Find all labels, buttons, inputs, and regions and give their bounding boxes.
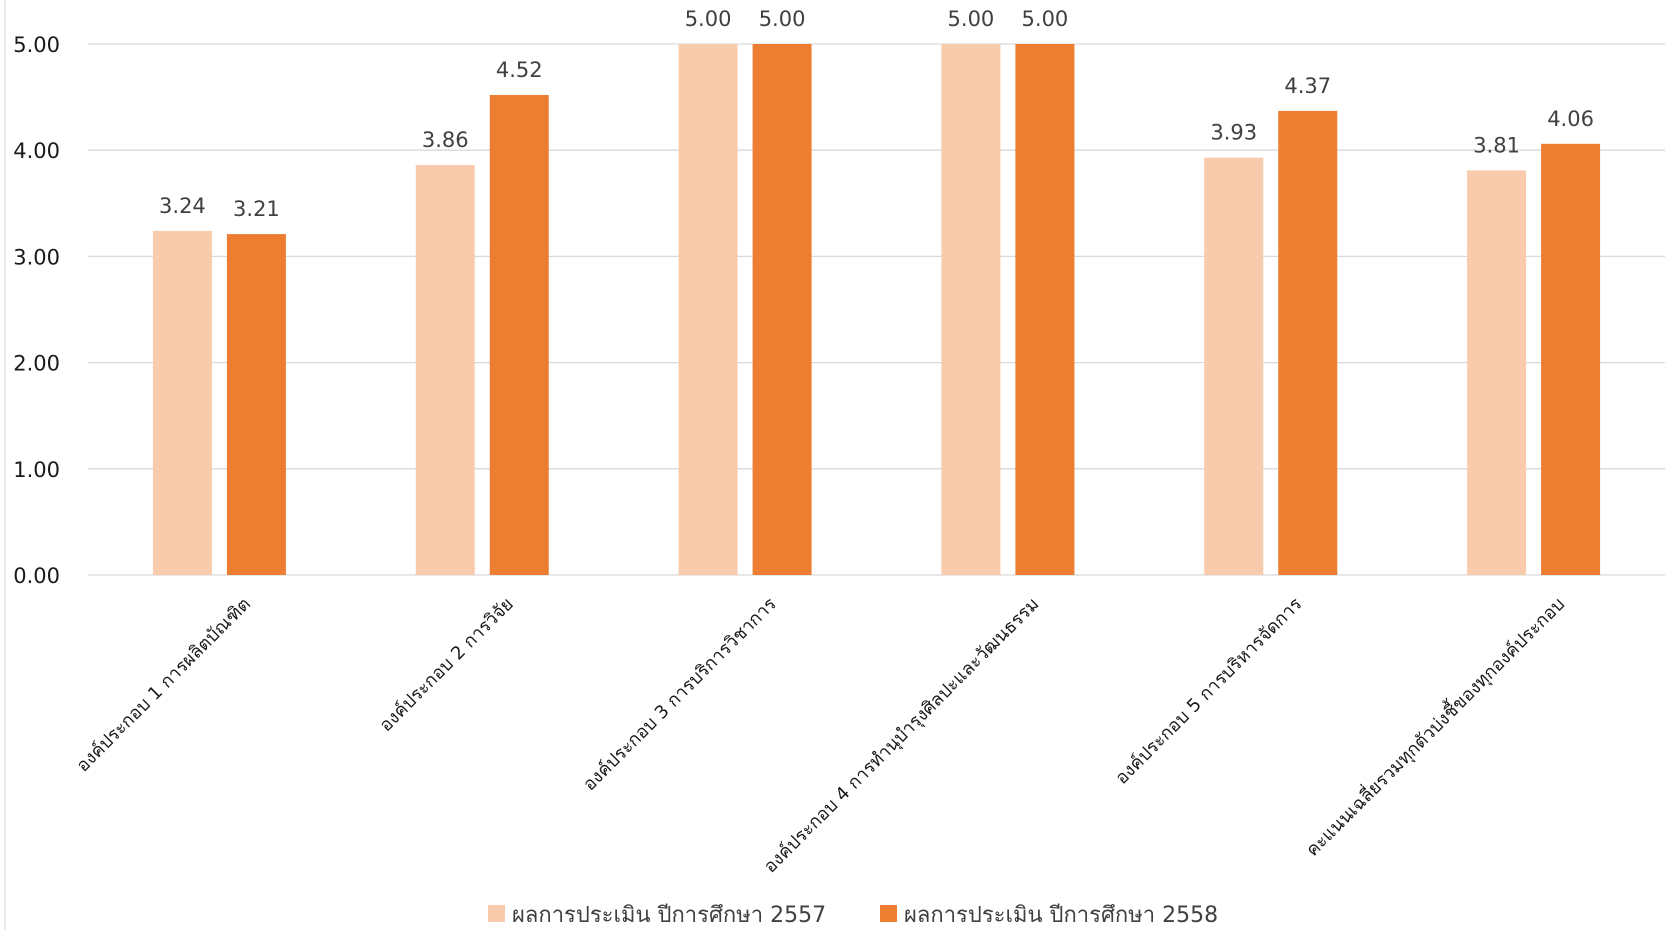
legend: ผลการประเมิน ปีการศึกษา 2557 ผลการประเมิน… (488, 903, 1218, 928)
bar-series-2 (489, 94, 549, 575)
data-label: 5.00 (1022, 7, 1069, 31)
data-label: 3.24 (159, 194, 206, 218)
y-axis-tick-labels: 0.00 1.00 2.00 3.00 4.00 5.00 (13, 33, 60, 588)
category-label: คะแนนเฉลี่ยรวมทุกตัวบ่งชี้ของทุกองค์ประก… (1300, 592, 1569, 861)
y-tick-label: 0.00 (13, 564, 60, 588)
gridlines (88, 43, 1665, 576)
category-labels: องค์ประกอบ 1 การผลิตบัณฑิต องค์ประกอบ 2 ก… (72, 592, 1569, 878)
category-label: องค์ประกอบ 4 การทำนุบำรุงศิลปะและวัฒนธรร… (760, 594, 1044, 878)
bar-series-2 (226, 234, 286, 575)
legend-swatch (488, 905, 505, 922)
data-label: 3.21 (233, 197, 280, 221)
bar-series-2 (1015, 44, 1075, 575)
data-label: 3.86 (422, 128, 469, 152)
data-label: 3.93 (1210, 121, 1257, 145)
bar-series-1 (1204, 157, 1264, 575)
bar-series-1 (678, 44, 738, 575)
legend-swatch (880, 905, 897, 922)
bar-series-2 (1541, 143, 1601, 575)
y-tick-label: 4.00 (13, 139, 60, 163)
bar-series-1 (415, 165, 475, 575)
data-label: 3.81 (1473, 133, 1520, 157)
bar-series-1 (1467, 170, 1527, 576)
data-label: 4.06 (1547, 107, 1594, 131)
bar-series-2 (752, 44, 812, 575)
y-tick-label: 5.00 (13, 33, 60, 57)
legend-label: ผลการประเมิน ปีการศึกษา 2558 (904, 903, 1218, 928)
bar-series-1 (152, 230, 212, 576)
bar-series-1 (941, 44, 1001, 575)
data-label: 5.00 (948, 7, 995, 31)
bar-series-2 (1278, 110, 1338, 575)
data-label: 4.37 (1284, 74, 1331, 98)
data-label: 5.00 (685, 7, 732, 31)
category-label: องค์ประกอบ 2 การวิจัย (375, 594, 517, 736)
data-labels: 3.24 3.21 3.86 4.52 5.00 5.00 5.00 5.00 3.93 4.37… (159, 7, 1594, 221)
bars (152, 44, 1601, 576)
legend-label: ผลการประเมิน ปีการศึกษา 2557 (512, 903, 826, 928)
y-tick-label: 2.00 (13, 352, 60, 376)
y-tick-label: 1.00 (13, 458, 60, 482)
data-label: 5.00 (759, 7, 806, 31)
category-label: องค์ประกอบ 1 การผลิตบัณฑิต (72, 594, 255, 777)
category-label: องค์ประกอบ 3 การบริการวิชาการ (579, 593, 781, 795)
data-label: 4.52 (496, 58, 543, 82)
y-tick-label: 3.00 (13, 245, 60, 269)
category-label: องค์ประกอบ 5 การบริหารจัดการ (1111, 593, 1306, 788)
